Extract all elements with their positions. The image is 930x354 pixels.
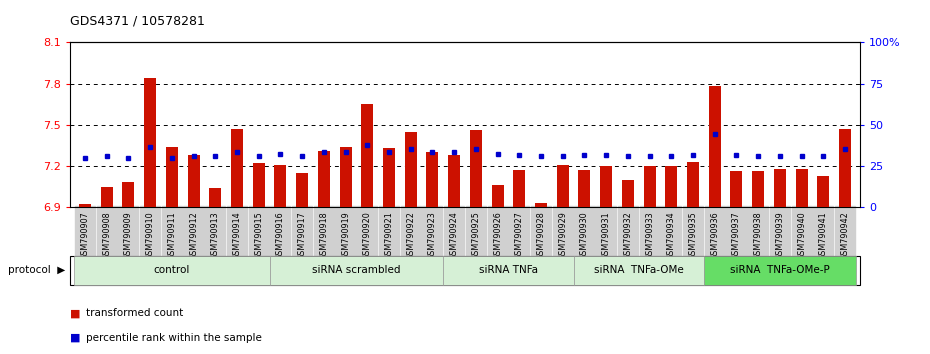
Bar <box>796 169 807 207</box>
Bar <box>839 129 851 207</box>
Bar <box>444 256 574 285</box>
Bar <box>709 86 721 207</box>
Text: GDS4371 / 10578281: GDS4371 / 10578281 <box>70 14 205 27</box>
Bar <box>100 187 113 207</box>
Text: percentile rank within the sample: percentile rank within the sample <box>86 333 262 343</box>
Text: siRNA  TNFa-OMe-P: siRNA TNFa-OMe-P <box>730 266 830 275</box>
Bar <box>600 166 612 207</box>
Bar <box>574 256 704 285</box>
Bar <box>665 166 677 207</box>
Bar <box>144 78 156 207</box>
Text: control: control <box>153 266 190 275</box>
Bar <box>270 256 444 285</box>
Bar <box>166 147 178 207</box>
Text: protocol  ▶: protocol ▶ <box>7 266 65 275</box>
Bar <box>535 203 547 207</box>
Text: siRNA scrambled: siRNA scrambled <box>312 266 401 275</box>
Bar <box>188 155 200 207</box>
Bar <box>704 256 856 285</box>
Bar <box>492 185 503 207</box>
Bar <box>427 152 438 207</box>
Bar <box>578 170 591 207</box>
Bar <box>557 165 569 207</box>
Text: ■: ■ <box>70 333 80 343</box>
Bar <box>817 176 830 207</box>
Bar <box>687 162 699 207</box>
Text: siRNA TNFa: siRNA TNFa <box>479 266 538 275</box>
Bar <box>79 204 91 207</box>
Bar <box>644 166 656 207</box>
Bar <box>470 130 482 207</box>
Bar <box>513 170 525 207</box>
Bar <box>339 147 352 207</box>
Bar <box>231 129 243 207</box>
Bar <box>274 165 286 207</box>
Bar <box>774 169 786 207</box>
Bar <box>405 132 417 207</box>
Bar <box>448 155 460 207</box>
Text: siRNA  TNFa-OMe: siRNA TNFa-OMe <box>594 266 684 275</box>
Bar <box>296 173 308 207</box>
Bar <box>318 151 330 207</box>
Bar <box>730 171 742 207</box>
Bar <box>74 256 270 285</box>
Bar <box>123 182 134 207</box>
Bar <box>209 188 221 207</box>
Text: transformed count: transformed count <box>86 308 184 318</box>
Bar <box>622 180 634 207</box>
Bar <box>253 163 265 207</box>
Bar <box>361 104 373 207</box>
Bar <box>383 148 395 207</box>
Bar <box>752 171 764 207</box>
Text: ■: ■ <box>70 308 80 318</box>
